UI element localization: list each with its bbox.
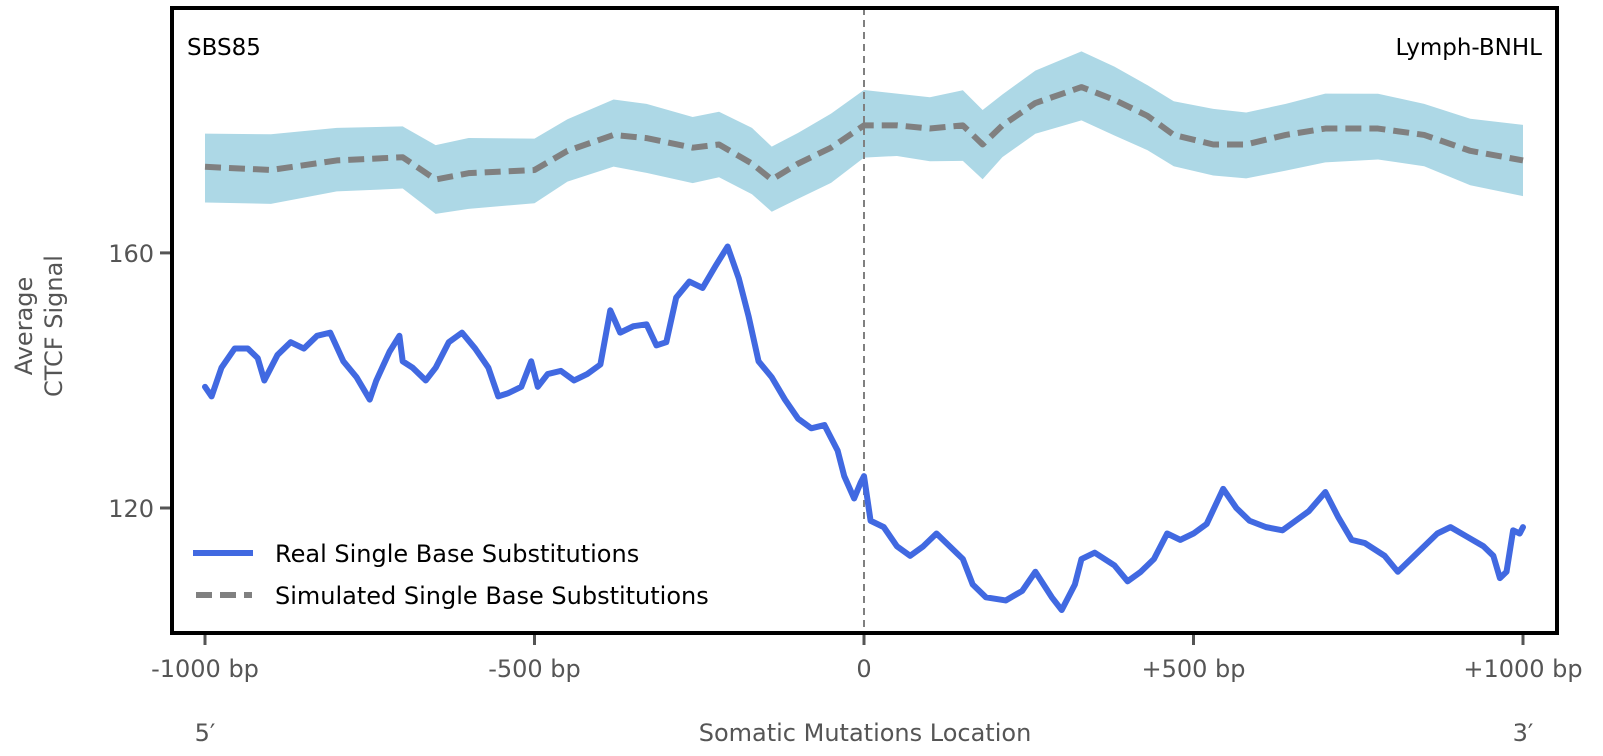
real-series-line — [202, 243, 1526, 614]
x-tick-label: -1000 bp — [151, 655, 259, 683]
five-prime-label: 5′ — [195, 719, 216, 747]
y-axis-title-line-2: CTCF Signal — [40, 255, 68, 397]
y-axis-ticks: 120 160 — [108, 240, 170, 523]
legend-simulated-label: Simulated Single Base Substitutions — [275, 582, 709, 610]
x-tick-label: +500 bp — [1141, 655, 1245, 683]
x-tick-label: +1000 bp — [1463, 655, 1582, 683]
x-tick-label: 0 — [856, 655, 871, 683]
plot-frame — [170, 6, 1559, 635]
x-axis-ticks: -1000 bp -500 bp 0 +500 bp +1000 bp — [151, 635, 1583, 683]
y-axis-title-line-1: Average — [10, 277, 38, 376]
y-tick-label: 160 — [108, 240, 154, 268]
x-axis-title: Somatic Mutations Location — [699, 719, 1032, 747]
three-prime-label: 3′ — [1513, 719, 1534, 747]
y-tick-label: 120 — [108, 495, 154, 523]
x-tick-label: -500 bp — [488, 655, 581, 683]
legend-real-label: Real Single Base Substitutions — [275, 540, 639, 568]
series-layer — [202, 84, 1526, 614]
legend: Real Single Base Substitutions Simulated… — [193, 540, 709, 610]
signature-label: SBS85 — [187, 35, 261, 61]
simulated-series-line — [204, 84, 1524, 183]
cancer-type-label: Lymph-BNHL — [1396, 35, 1543, 61]
